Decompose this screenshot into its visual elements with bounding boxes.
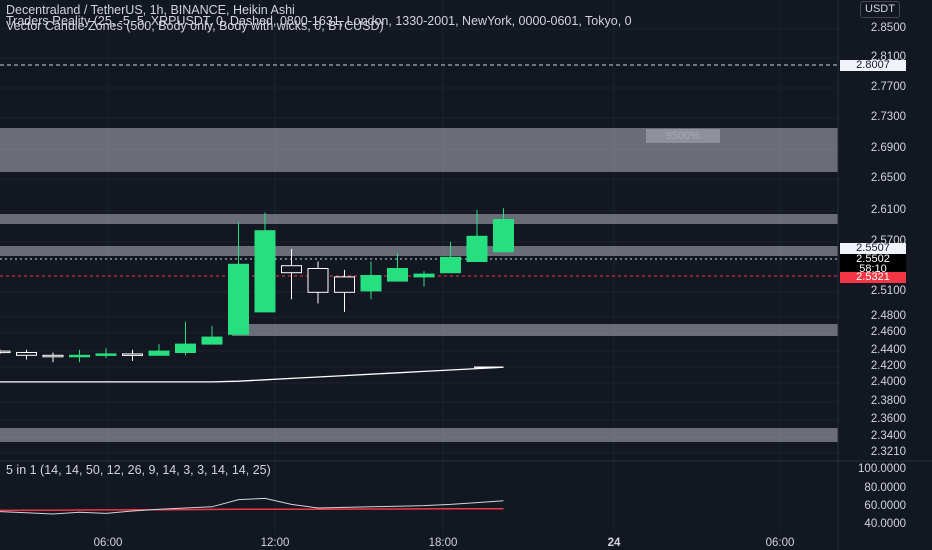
zone-percentage-label: 9500% bbox=[646, 129, 720, 143]
currency-button[interactable]: USDT bbox=[860, 1, 900, 18]
price-lines bbox=[0, 64, 838, 277]
oscillator-pane bbox=[0, 497, 504, 515]
time-scale-label: 12:00 bbox=[260, 537, 290, 549]
vector-candle-zones bbox=[0, 128, 838, 442]
time-scale-label: 18:00 bbox=[428, 537, 458, 549]
candle-body bbox=[69, 354, 90, 358]
price-scale-label: 2.4800 bbox=[870, 310, 906, 322]
price-scale-label: 2.4600 bbox=[870, 326, 906, 338]
moving-average-line bbox=[0, 366, 504, 383]
vector-candle-zone bbox=[0, 246, 838, 256]
indicator-legend-traders-reality[interactable]: Traders Reality (25, -5, 5, XRPUSDT, 0, … bbox=[6, 15, 632, 28]
price-scale-label: 2.7700 bbox=[870, 81, 906, 93]
price-scale-label: 2.3400 bbox=[870, 430, 906, 442]
grid bbox=[0, 0, 838, 534]
price-scale-label: 2.6100 bbox=[870, 204, 906, 216]
candle-body bbox=[95, 353, 117, 356]
price-scale-label: 2.6500 bbox=[870, 172, 906, 184]
indicator-legend-oscillator[interactable]: 5 in 1 (14, 14, 50, 12, 26, 9, 14, 3, 3,… bbox=[6, 464, 271, 477]
price-scale-label: 2.4000 bbox=[870, 376, 906, 388]
candle-body bbox=[281, 265, 302, 274]
candle-body bbox=[307, 268, 329, 293]
candle-body bbox=[0, 350, 11, 354]
price-scale-label: 2.3600 bbox=[870, 413, 906, 425]
candle-body bbox=[334, 276, 355, 293]
oscillator-main-line bbox=[0, 497, 504, 515]
price-scale-label: 2.4400 bbox=[870, 344, 906, 356]
last-price-tag: 2.5502 bbox=[840, 254, 906, 265]
candle-body bbox=[16, 352, 37, 356]
candle-body bbox=[201, 336, 223, 345]
oscillator-scale-label: 40.0000 bbox=[864, 518, 906, 530]
oscillator-scale-label: 80.0000 bbox=[864, 482, 906, 494]
price-scale-label: 2.6900 bbox=[870, 142, 906, 154]
candle-body bbox=[228, 263, 249, 335]
vector-candle-zone bbox=[0, 428, 838, 442]
price-scale-label: 2.4200 bbox=[870, 360, 906, 372]
candle-body bbox=[254, 230, 276, 313]
candle-body bbox=[466, 235, 488, 263]
time-scale-label: 06:00 bbox=[765, 537, 795, 549]
candle-body bbox=[413, 273, 435, 278]
candle-body bbox=[360, 275, 382, 292]
countdown-tag: 58:10 bbox=[840, 264, 906, 275]
time-scale-label: 06:00 bbox=[93, 537, 123, 549]
candle-body bbox=[493, 219, 514, 253]
price-scale-label: 2.5100 bbox=[870, 285, 906, 297]
price-scale-label: 2.3800 bbox=[870, 395, 906, 407]
oscillator-scale-label: 60.0000 bbox=[864, 500, 906, 512]
candle-body bbox=[122, 353, 143, 356]
zone-top-price-tag: 2.5507 bbox=[840, 243, 906, 254]
oscillator-scale-label: 100.0000 bbox=[858, 463, 906, 475]
price-scale-label: 2.7300 bbox=[870, 111, 906, 123]
candle-body bbox=[175, 343, 196, 354]
candle-body bbox=[42, 354, 64, 358]
time-scale-label: 24 bbox=[607, 537, 621, 549]
level-price-tag: 2.8007 bbox=[840, 60, 906, 71]
candle-body bbox=[440, 256, 461, 274]
price-scale-label: 2.3210 bbox=[870, 446, 906, 458]
candle-body bbox=[387, 268, 408, 282]
vector-candle-zone bbox=[232, 324, 838, 336]
oscillator-signal-line bbox=[0, 507, 504, 512]
symbol-legend[interactable]: Decentraland / TetherUS, 1h, BINANCE, He… bbox=[6, 4, 295, 17]
indicator-legend-vector-zones[interactable]: Vector Candle Zones (500, Body only, Bod… bbox=[6, 20, 384, 33]
red-level-price-tag: 2.5321 bbox=[840, 272, 906, 283]
price-scale-label: 2.8500 bbox=[870, 22, 906, 34]
candle-body bbox=[148, 350, 170, 356]
vector-candle-zone bbox=[0, 214, 838, 224]
candle-series[interactable] bbox=[0, 208, 514, 363]
